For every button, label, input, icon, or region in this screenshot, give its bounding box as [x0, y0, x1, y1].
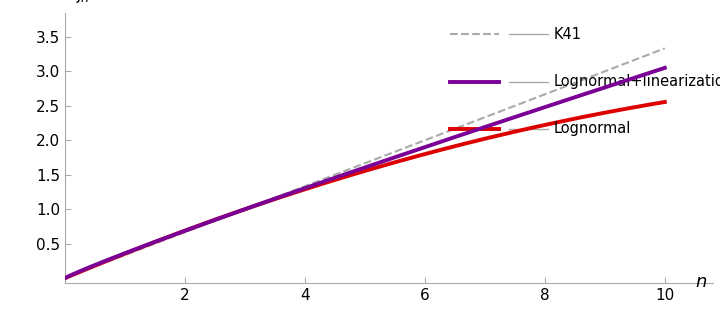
Text: Lognormal+linearization: Lognormal+linearization — [554, 74, 720, 89]
Text: $n$: $n$ — [695, 273, 707, 291]
Text: K41: K41 — [554, 27, 582, 42]
Text: Lognormal: Lognormal — [554, 121, 631, 136]
Text: $\zeta_n$: $\zeta_n$ — [71, 0, 90, 5]
